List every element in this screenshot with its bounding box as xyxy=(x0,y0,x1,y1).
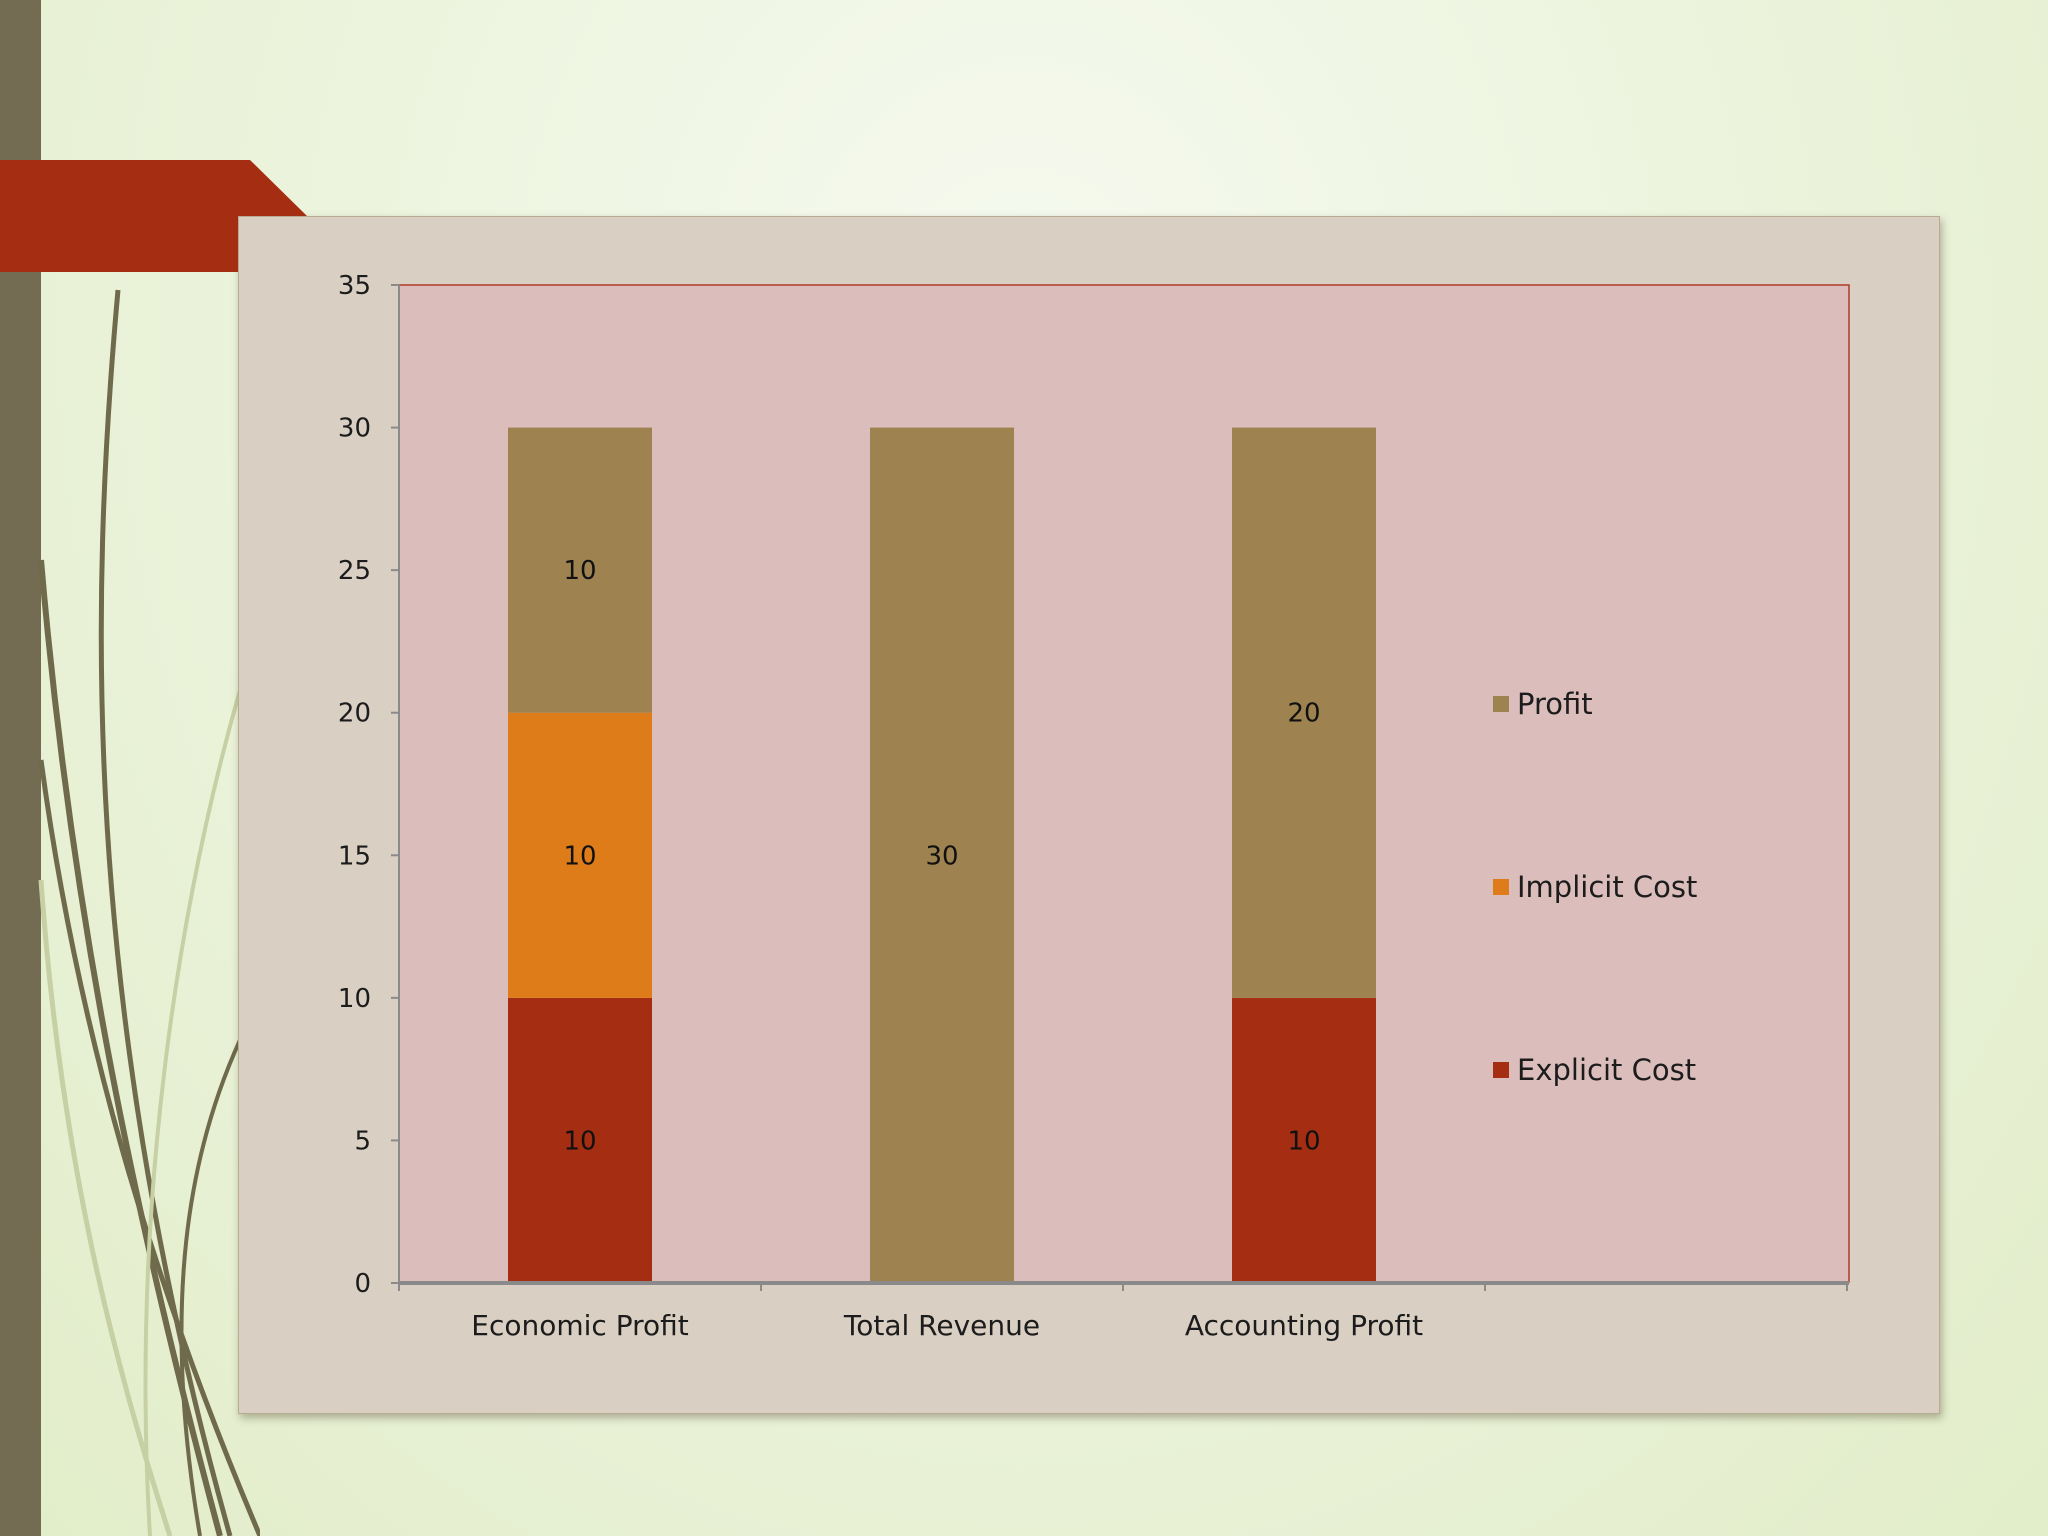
data-label: 20 xyxy=(1287,699,1320,729)
bar-segment-implicit-cost-economic-profit xyxy=(508,712,652,998)
y-tick-label: 0 xyxy=(354,1269,371,1299)
bars-layer xyxy=(508,427,1376,1283)
decorative-curves xyxy=(38,289,260,1536)
data-label: 10 xyxy=(563,841,596,871)
y-tick-label: 10 xyxy=(338,984,371,1014)
chart-frame: 10 10 10 30 10 20 0 5 10 15 20 25 30 35 Economic Pro… xyxy=(238,216,1940,1414)
title-ribbon xyxy=(0,160,307,272)
bar-segment-profit-economic-profit xyxy=(508,427,652,713)
y-tick-label: 5 xyxy=(354,1126,371,1156)
legend: Profit Implicit Cost Explicit Cost xyxy=(1493,687,1697,1087)
data-label: 10 xyxy=(563,1126,596,1156)
y-tick-label: 15 xyxy=(338,841,371,871)
legend-label-implicit-cost: Implicit Cost xyxy=(1517,870,1697,904)
legend-swatch-explicit-cost xyxy=(1493,1062,1509,1078)
stacked-bar-chart: 10 10 10 30 10 20 0 5 10 15 20 25 30 35 Economic Pro… xyxy=(338,271,1850,1342)
y-tick-label: 20 xyxy=(338,699,371,729)
x-category-label: Accounting Profit xyxy=(1185,1309,1423,1342)
data-labels-layer: 10 10 10 30 10 20 xyxy=(563,556,1320,1156)
data-label: 10 xyxy=(563,556,596,586)
y-axis-ticks: 0 5 10 15 20 25 30 35 xyxy=(338,271,399,1299)
bar-segment-explicit-cost-accounting-profit xyxy=(1232,997,1376,1283)
legend-swatch-implicit-cost xyxy=(1493,879,1509,895)
legend-swatch-profit xyxy=(1493,696,1509,712)
x-category-label: Total Revenue xyxy=(843,1309,1040,1342)
x-axis-ticks: Economic Profit Total Revenue Accounting P… xyxy=(398,1283,1848,1342)
legend-label-profit: Profit xyxy=(1517,687,1593,721)
data-label: 10 xyxy=(1287,1126,1320,1156)
bar-segment-profit-accounting-profit xyxy=(1232,427,1376,998)
bar-segment-profit-total-revenue xyxy=(870,427,1014,1283)
legend-label-explicit-cost: Explicit Cost xyxy=(1517,1053,1696,1087)
y-tick-label: 25 xyxy=(338,556,371,586)
x-category-label: Economic Profit xyxy=(471,1309,689,1342)
bar-segment-explicit-cost-economic-profit xyxy=(508,997,652,1283)
y-tick-label: 35 xyxy=(338,271,371,301)
data-label: 30 xyxy=(925,841,958,871)
y-tick-label: 30 xyxy=(338,414,371,444)
